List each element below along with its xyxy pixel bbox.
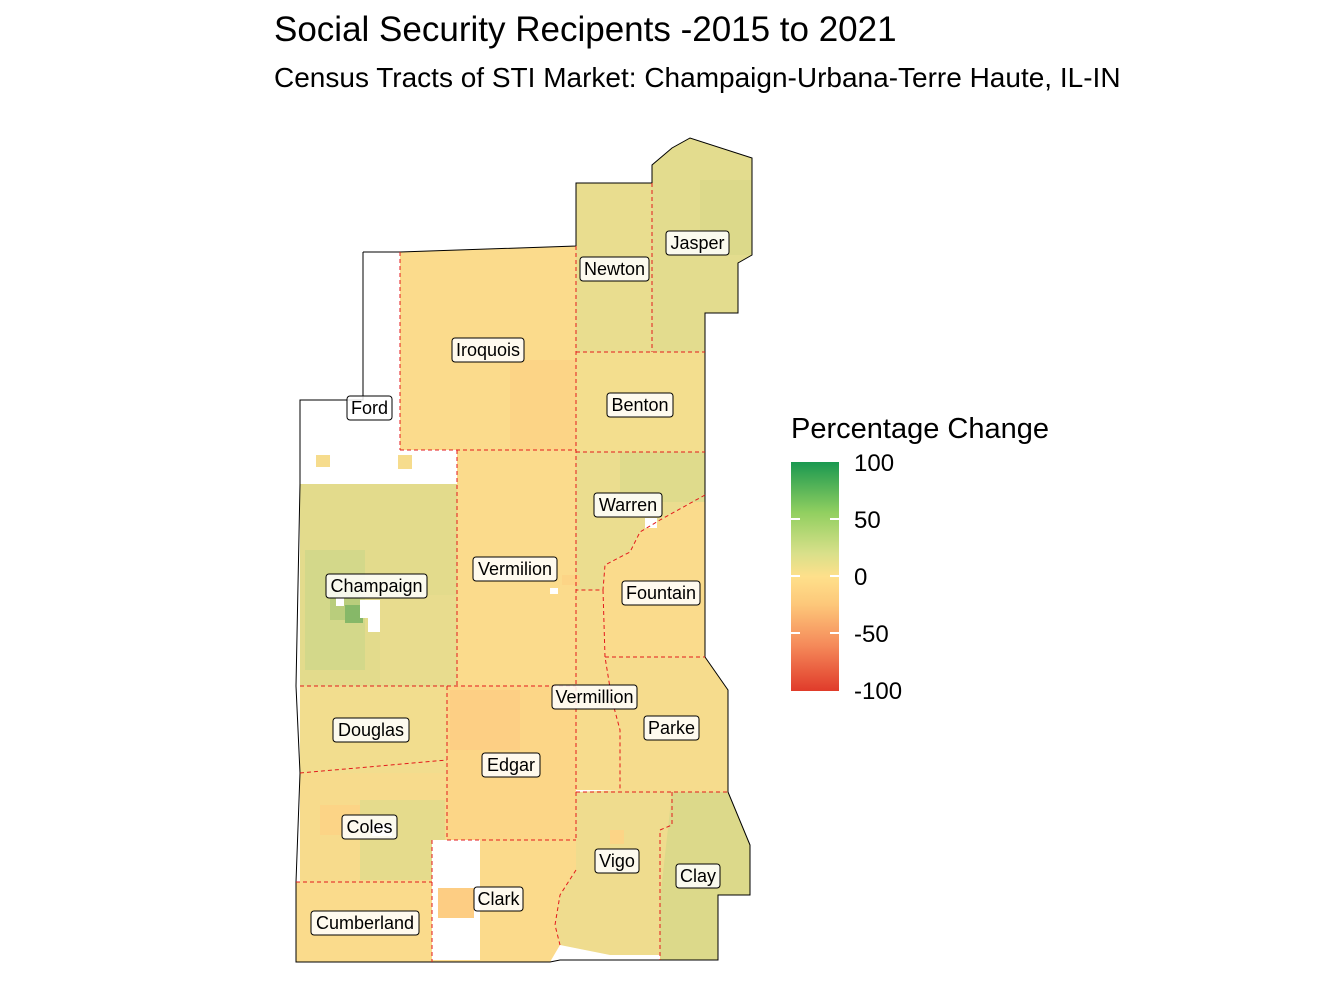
svg-text:Champaign: Champaign (330, 576, 422, 596)
legend-label-50: 50 (854, 507, 881, 534)
svg-text:Jasper: Jasper (670, 233, 724, 253)
svg-text:Fountain: Fountain (626, 583, 696, 603)
legend-label-minus-50: -50 (854, 621, 889, 648)
county-label-vermilion: Vermilion (472, 556, 558, 582)
county-label-parke: Parke (643, 715, 700, 741)
svg-text:Iroquois: Iroquois (456, 340, 520, 360)
svg-text:Vermillion: Vermillion (555, 687, 633, 707)
county-label-cumberland: Cumberland (310, 910, 420, 936)
county-label-edgar: Edgar (481, 752, 541, 778)
svg-text:Newton: Newton (584, 259, 645, 279)
county-label-clark: Clark (473, 886, 524, 912)
svg-text:Clay: Clay (680, 866, 716, 886)
svg-text:Parke: Parke (648, 718, 695, 738)
svg-text:Vermilion: Vermilion (478, 559, 552, 579)
svg-text:Clark: Clark (477, 889, 520, 909)
market-outline (295, 137, 753, 963)
svg-text:Cumberland: Cumberland (316, 913, 414, 933)
svg-text:Edgar: Edgar (487, 755, 535, 775)
svg-text:Ford: Ford (351, 398, 388, 418)
county-label-clay: Clay (675, 863, 721, 889)
county-labels: Jasper Newton Iroquois Ford Benton Warre… (310, 230, 730, 936)
county-area-fountain (603, 495, 705, 657)
svg-text:Vigo: Vigo (599, 851, 635, 871)
svg-text:Warren: Warren (599, 495, 657, 515)
map-title: Social Security Recipents -2015 to 2021 (274, 10, 897, 49)
svg-text:Coles: Coles (346, 817, 392, 837)
legend-label-0: 0 (854, 564, 868, 591)
svg-text:Benton: Benton (611, 395, 668, 415)
legend-label-100: 100 (854, 450, 895, 477)
county-label-benton: Benton (606, 392, 674, 418)
county-label-vermillion: Vermillion (551, 684, 638, 710)
county-fills (296, 138, 752, 962)
legend-label-minus-100: -100 (854, 678, 903, 705)
county-label-douglas: Douglas (332, 717, 410, 743)
county-label-warren: Warren (593, 492, 663, 518)
legend-title: Percentage Change (791, 413, 1049, 445)
county-label-champaign: Champaign (325, 573, 428, 599)
county-label-coles: Coles (341, 814, 398, 840)
county-label-newton: Newton (579, 256, 650, 282)
county-label-ford: Ford (346, 395, 393, 421)
county-label-jasper: Jasper (665, 230, 730, 256)
map-subtitle: Census Tracts of STI Market: Champaign-U… (274, 62, 1121, 93)
county-label-fountain: Fountain (621, 580, 701, 606)
county-label-vigo: Vigo (594, 848, 640, 874)
svg-text:Douglas: Douglas (338, 720, 404, 740)
county-label-iroquois: Iroquois (451, 337, 525, 363)
county-borders (296, 183, 728, 962)
county-area-ford (300, 252, 457, 484)
